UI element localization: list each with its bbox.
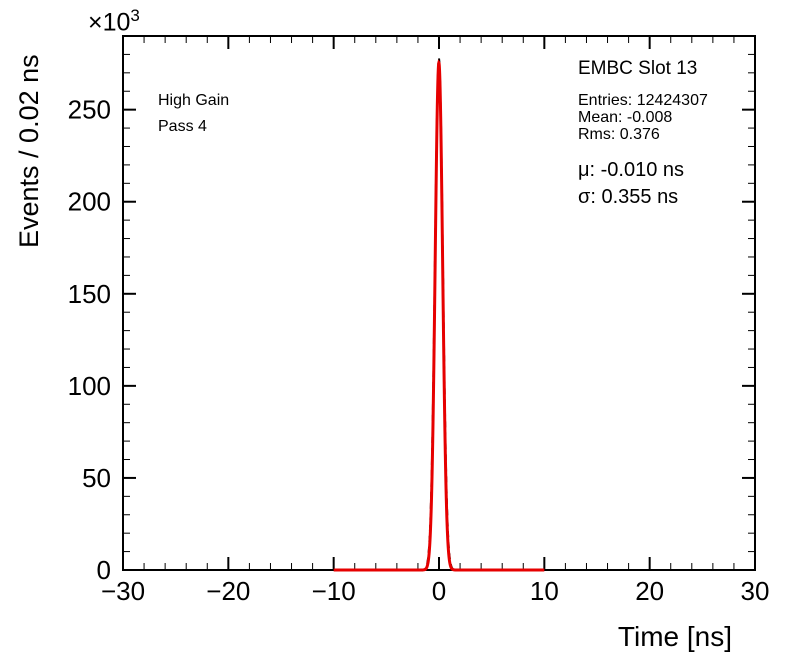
- series-gaussian-fit: [333, 59, 545, 572]
- x-tick-label: 10: [530, 576, 559, 606]
- x-tick-label: −30: [101, 576, 145, 606]
- x-tick-label: −10: [312, 576, 356, 606]
- y-axis-scale-exponent: ×103: [88, 6, 140, 37]
- y-tick-label: 150: [68, 279, 111, 309]
- series-time-histogram: [123, 57, 755, 571]
- y-axis-title: Events / 0.02 ns: [14, 54, 44, 248]
- rms-value: Rms: 0.376: [578, 126, 660, 143]
- fit-sigma-value: σ: 0.355 ns: [578, 186, 679, 208]
- mean-value: Mean: -0.008: [578, 109, 673, 126]
- x-axis-title: Time [ns]: [617, 621, 732, 652]
- x-tick-label: −20: [206, 576, 250, 606]
- fit-mu-value: μ: -0.010 ns: [578, 159, 685, 181]
- y-tick-label: 100: [68, 371, 111, 401]
- y-scale-base: ×10: [88, 8, 131, 37]
- detector-label: EMBC Slot 13: [578, 58, 698, 79]
- x-tick-label: 30: [741, 576, 770, 606]
- y-tick-label: 0: [97, 555, 111, 585]
- plot-frame: [122, 35, 756, 571]
- x-tick-label: 0: [432, 576, 446, 606]
- stats-block: EMBC Slot 13 Entries: 12424307 Mean: -0.…: [578, 58, 708, 211]
- entries-value: Entries: 12424307: [578, 92, 708, 109]
- y-tick-label: 50: [82, 463, 111, 493]
- y-tick-label: 250: [68, 95, 111, 125]
- y-scale-exp: 3: [130, 6, 140, 25]
- pass-label: Pass 4: [158, 118, 207, 135]
- y-tick-label: 200: [68, 187, 111, 217]
- gain-label: High Gain: [158, 92, 230, 109]
- run-info-block: High Gain Pass 4: [158, 88, 229, 140]
- x-tick-label: 20: [635, 576, 664, 606]
